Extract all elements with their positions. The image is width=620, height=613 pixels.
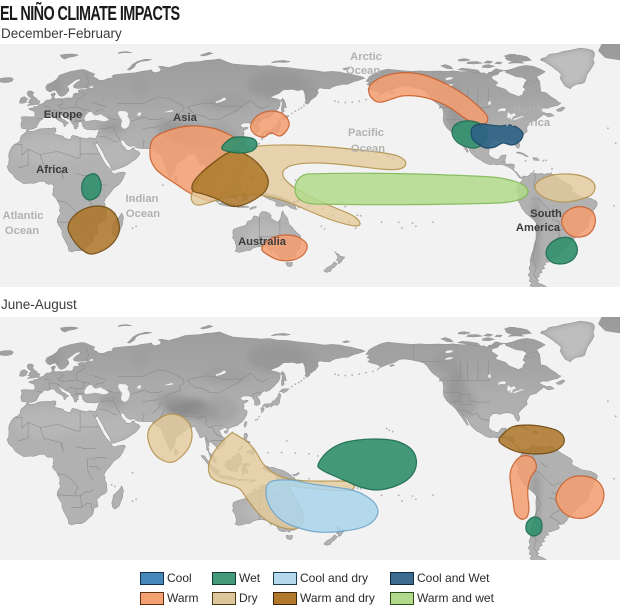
svg-text:Atlantic: Atlantic (2, 210, 43, 222)
svg-text:Ocean: Ocean (351, 143, 385, 155)
svg-text:Ocean: Ocean (346, 65, 380, 77)
svg-text:South: South (530, 208, 562, 220)
svg-text:Indian: Indian (126, 193, 159, 205)
svg-text:America: America (516, 222, 561, 234)
svg-text:Arctic: Arctic (350, 51, 382, 63)
svg-text:Europe: Europe (44, 109, 83, 121)
svg-text:Asia: Asia (173, 112, 197, 124)
svg-text:North: North (513, 104, 543, 116)
svg-text:America: America (506, 117, 551, 129)
svg-text:Ocean: Ocean (5, 225, 39, 237)
svg-text:Africa: Africa (36, 164, 68, 176)
svg-text:Ocean: Ocean (126, 208, 160, 220)
svg-text:Australia: Australia (238, 236, 287, 248)
svg-text:Pacific: Pacific (348, 127, 384, 139)
